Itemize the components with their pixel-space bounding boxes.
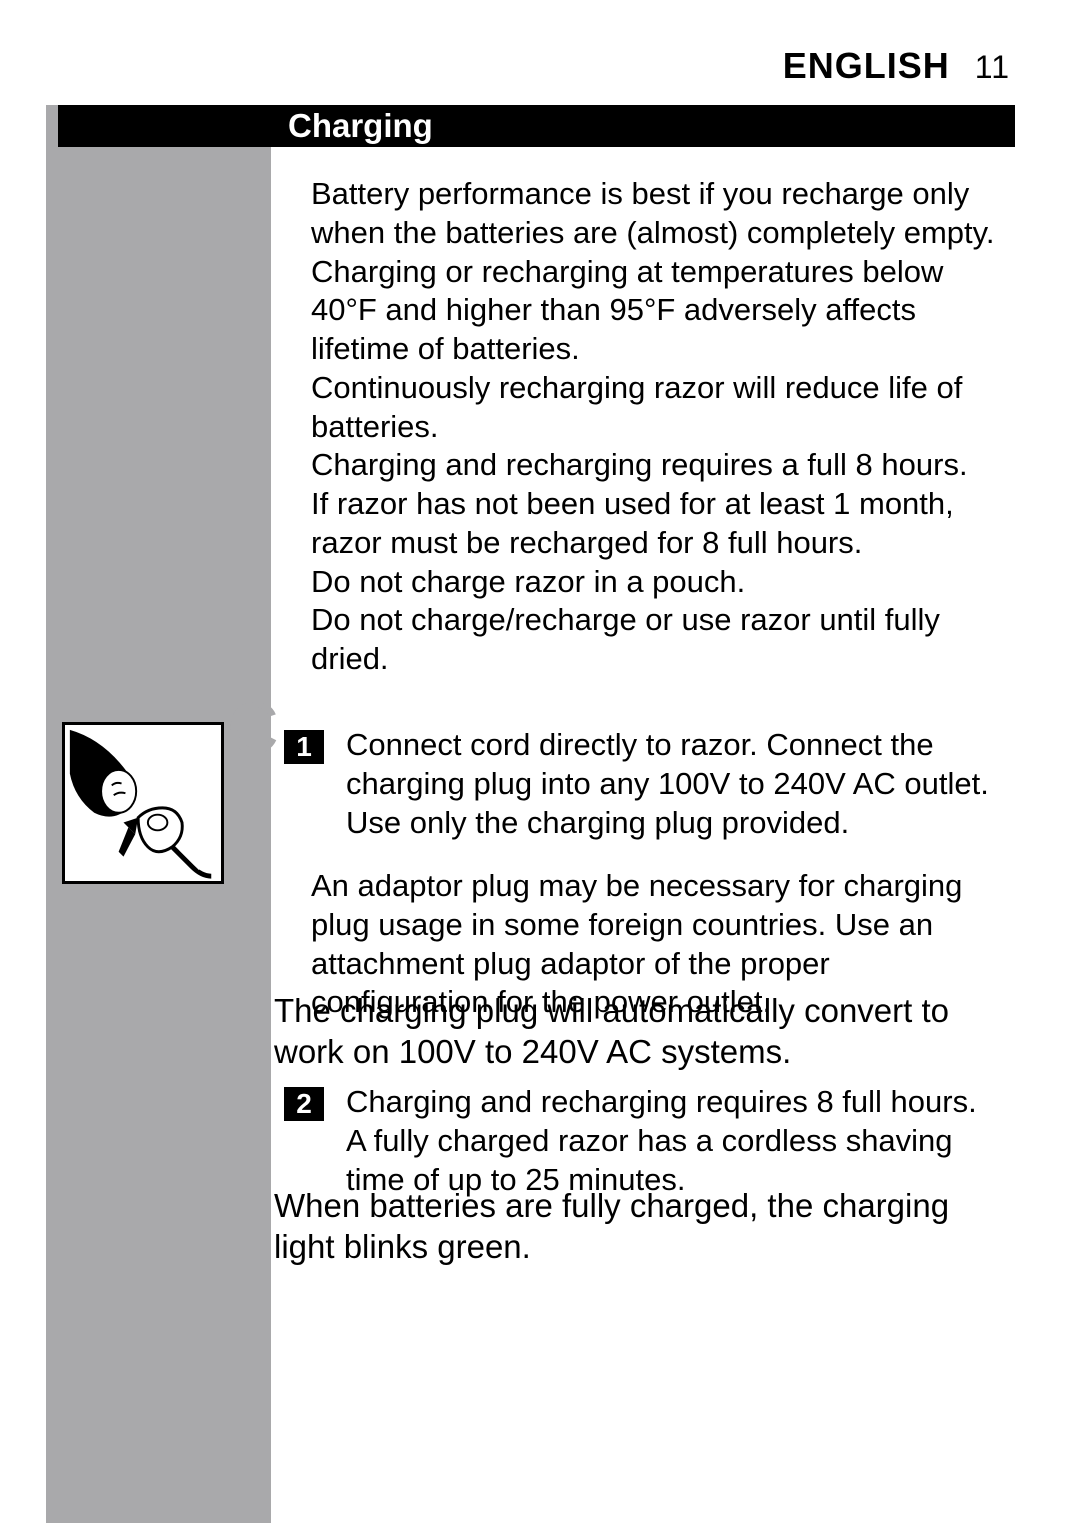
intro-p7: Do not charge/recharge or use razor unti…	[311, 601, 1006, 679]
intro-p3: Continuously recharging razor will reduc…	[311, 369, 1006, 447]
step-1-text: Connect cord directly to razor. Connect …	[346, 726, 1006, 842]
page-header: ENGLISH 11	[783, 45, 1010, 87]
watermark-letter: C	[227, 688, 279, 770]
section-bar	[58, 105, 1015, 147]
razor-plug-icon	[65, 725, 221, 881]
step-2-badge: 2	[284, 1087, 324, 1121]
step-1: 1 Connect cord directly to razor. Connec…	[284, 726, 1006, 842]
figure-razor-plug	[62, 722, 224, 884]
intro-p4: Charging and recharging requires a full …	[311, 446, 1006, 485]
language-label: ENGLISH	[783, 45, 950, 86]
step-2: 2 Charging and recharging requires 8 ful…	[284, 1083, 986, 1199]
intro-p1: Battery performance is best if you recha…	[311, 175, 1006, 253]
convert-note: The charging plug will automatically con…	[274, 990, 1014, 1073]
step-1-badge: 1	[284, 730, 324, 764]
intro-p6: Do not charge razor in a pouch.	[311, 563, 1006, 602]
step-2-text: Charging and recharging requires 8 full …	[346, 1083, 986, 1199]
intro-text: Battery performance is best if you recha…	[311, 175, 1006, 679]
page-number: 11	[975, 49, 1010, 85]
intro-p5: If razor has not been used for at least …	[311, 485, 1006, 563]
section-title: Charging	[288, 107, 433, 145]
intro-p2: Charging or recharging at temperatures b…	[311, 253, 1006, 369]
